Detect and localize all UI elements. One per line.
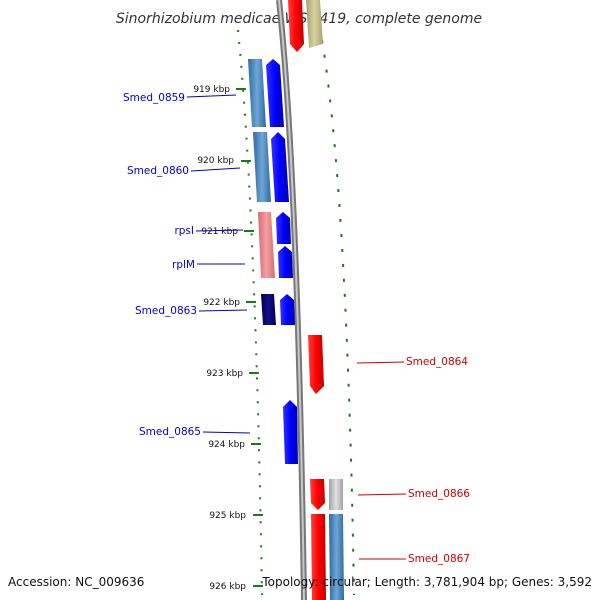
kbp-label-926: 926 kbp [209, 582, 246, 592]
gene-cog-smed-0860[interactable] [253, 132, 271, 202]
gene-label-smed-0867[interactable]: Smed_0867 [408, 553, 470, 565]
scale-labels: 919 kbp 920 kbp 921 kbp 922 kbp 923 kbp … [193, 85, 263, 592]
gene-cog-smed-0866[interactable] [329, 479, 343, 510]
kbp-label-924: 924 kbp [208, 440, 245, 450]
kbp-label-920: 920 kbp [197, 156, 234, 166]
gene-label-smed-0860[interactable]: Smed_0860 [127, 165, 189, 177]
gene-arrow-top-red[interactable] [288, 0, 304, 52]
gene-label-smed-0859[interactable]: Smed_0859 [123, 92, 185, 104]
kbp-label-925: 925 kbp [209, 511, 246, 521]
gene-arrow-rplm[interactable] [278, 246, 293, 278]
gene-label-rpsi[interactable]: rpsI [174, 225, 194, 237]
kbp-label-921: 921 kbp [201, 227, 238, 237]
gene-label-smed-0866[interactable]: Smed_0866 [408, 488, 470, 500]
gene-arrow-smed-0866[interactable] [310, 479, 325, 510]
gene-arrow-smed-0864[interactable] [308, 335, 324, 394]
gene-arrow-smed-0865[interactable] [283, 400, 298, 464]
gene-arrow-rpsi[interactable] [276, 212, 291, 244]
gene-label-smed-0863[interactable]: Smed_0863 [135, 305, 197, 317]
kbp-label-919: 919 kbp [193, 85, 230, 95]
gene-cog-smed-0859[interactable] [248, 59, 266, 127]
kbp-label-922: 922 kbp [203, 298, 240, 308]
gene-cog-smed-0867[interactable] [329, 514, 344, 600]
tick-track-right [321, 39, 355, 596]
gene-cog-smed-0863[interactable] [261, 294, 276, 325]
gene-cog-rpsi[interactable] [258, 212, 275, 278]
gene-arrow-smed-0867[interactable] [311, 514, 326, 600]
gene-arrow-top-khaki[interactable] [306, 0, 323, 48]
gene-label-smed-0864[interactable]: Smed_0864 [406, 356, 468, 368]
kbp-label-923: 923 kbp [206, 369, 243, 379]
gene-label-rplm[interactable]: rplM [172, 259, 195, 271]
gene-arrow-smed-0863[interactable] [280, 294, 295, 325]
topology-text: Topology: circular; Length: 3,781,904 bp… [261, 575, 592, 589]
accession-text: Accession: NC_009636 [8, 575, 144, 589]
gene-arrow-smed-0860[interactable] [271, 132, 289, 202]
gene-label-smed-0865[interactable]: Smed_0865 [139, 426, 201, 438]
gene-arrow-smed-0859[interactable] [266, 59, 284, 127]
